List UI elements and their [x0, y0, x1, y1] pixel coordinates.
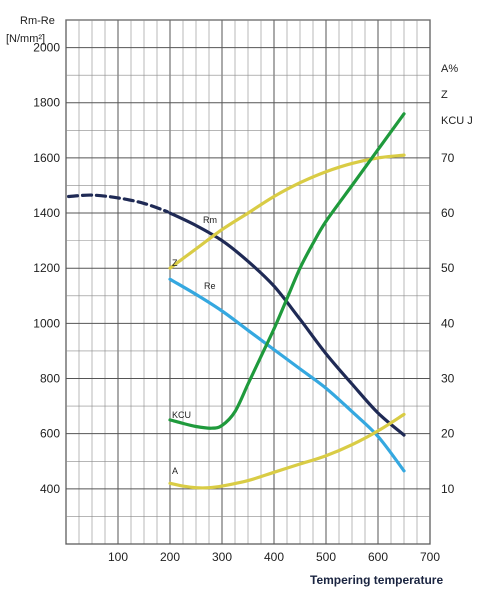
x-tick-label: 400: [264, 550, 284, 564]
series-kcu-line: [168, 112, 406, 430]
y-left-tick-label: 600: [40, 427, 60, 441]
series-a-line: [168, 412, 406, 490]
y-right-tick-label: 70: [441, 151, 455, 165]
series-label-a: A: [172, 466, 178, 476]
x-tick-label: 100: [108, 550, 128, 564]
y-left-label-line2: [N/mm²]: [6, 33, 45, 45]
series-re-line: [168, 277, 406, 473]
y-right-tick-label: 50: [441, 261, 455, 275]
series-label-rm: Rm: [203, 215, 217, 225]
series-layer: Rm Re Z KCU A: [67, 112, 406, 490]
series-label-kcu: KCU: [172, 410, 191, 420]
y-right-label-kcu: KCU J: [441, 115, 473, 127]
tick-labels: 100 200 300 400 500 600 700 400 600 800 1000 1200 14…: [33, 41, 454, 564]
x-axis-title: Tempering temperature: [310, 573, 443, 587]
y-left-tick-label: 800: [40, 372, 60, 386]
chart-grid: [65, 19, 431, 545]
x-tick-label: 600: [368, 550, 388, 564]
y-right-label-a: A%: [441, 63, 458, 75]
y-left-tick-label: 1200: [33, 261, 60, 275]
y-left-tick-label: 400: [40, 482, 60, 496]
series-z-line: [168, 153, 406, 270]
x-tick-label: 700: [420, 550, 440, 564]
y-right-tick-label: 10: [441, 482, 455, 496]
y-left-tick-label: 1800: [33, 96, 60, 110]
y-right-label-z: Z: [441, 89, 448, 101]
y-left-tick-label: 1600: [33, 151, 60, 165]
axis-labels: Rm-Re [N/mm²] A% Z KCU J Tempering tempe…: [6, 15, 473, 587]
y-left-tick-label: 1000: [33, 316, 60, 330]
y-right-tick-label: 60: [441, 206, 455, 220]
y-right-tick-label: 20: [441, 427, 455, 441]
series-label-re: Re: [204, 281, 216, 291]
series-rm-dashed-line: [67, 193, 169, 214]
y-right-tick-label: 40: [441, 316, 455, 330]
series-label-z: Z: [172, 258, 178, 268]
y-left-tick-label: 2000: [33, 41, 60, 55]
x-tick-label: 500: [316, 550, 336, 564]
y-left-label-line1: Rm-Re: [20, 15, 55, 27]
y-left-tick-label: 1400: [33, 206, 60, 220]
x-tick-label: 300: [212, 550, 232, 564]
y-right-tick-label: 30: [441, 372, 455, 386]
x-tick-label: 200: [160, 550, 180, 564]
